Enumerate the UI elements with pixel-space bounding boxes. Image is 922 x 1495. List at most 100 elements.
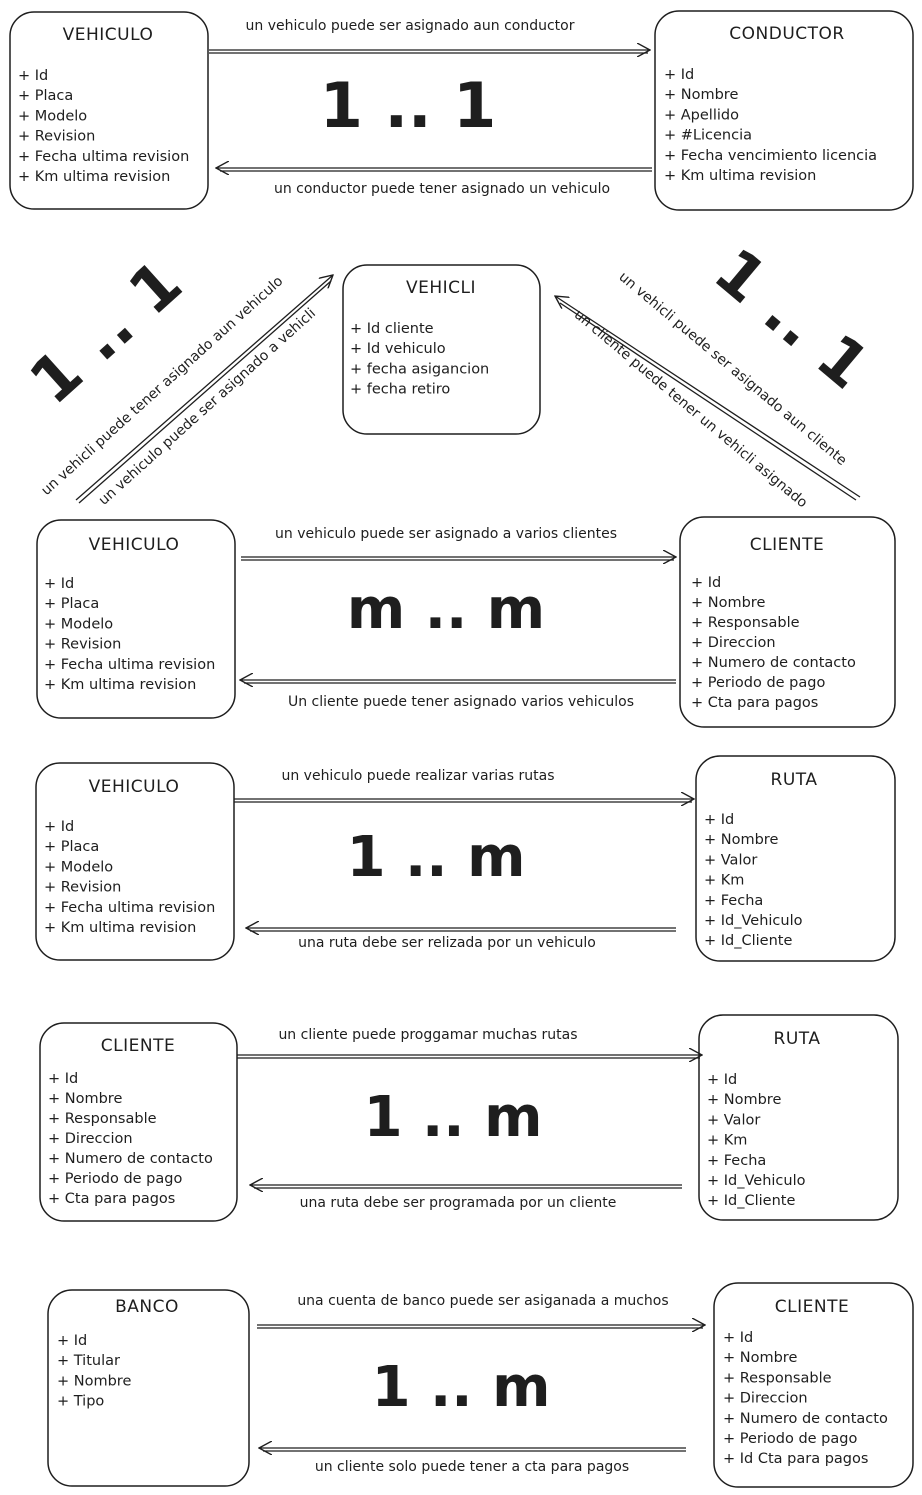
- entity-box-vehiculo-1: [9, 11, 209, 210]
- conductor-field: + Km ultima revision: [664, 168, 816, 184]
- vehicli-fields: + Id cliente + Id vehiculo + fecha asiganc…: [350, 321, 489, 398]
- ruta-3-fields: + Id + Nombre + Valor + Km + Fecha + Id_Vehic…: [704, 812, 803, 949]
- r1-top-label: un vehiculo puede ser asignado aun condu…: [246, 18, 575, 34]
- entity-box-vehicli: [342, 264, 541, 435]
- conductor-field: + Apellido: [664, 107, 739, 123]
- cliente-2-fields: + Id + Nombre + Responsable + Direccion + Nu…: [691, 575, 856, 711]
- banco-title: BANCO: [115, 1297, 179, 1317]
- vehiculo-2-title: VEHICULO: [89, 535, 180, 555]
- vehiculo-1-field: + Modelo: [18, 108, 87, 124]
- vehiculo-3-title: VEHICULO: [89, 777, 180, 797]
- cliente-4-field: + Responsable: [48, 1111, 157, 1127]
- arrow-left-diagonal-dup: [78, 280, 332, 504]
- banco-fields: + Id + Titular + Nombre + Tipo: [57, 1333, 131, 1410]
- vehiculo-1-fields: + Id + Placa + Modelo + Revision + Fecha ult…: [18, 68, 189, 185]
- ruta-4-field: + Km: [707, 1133, 747, 1149]
- vehiculo-2-field: + Revision: [44, 637, 121, 653]
- r5-top-label: una cuenta de banco puede ser asiganada …: [297, 1293, 668, 1309]
- conductor-field: + #Licencia: [664, 128, 752, 144]
- ruta-4-field: + Id_Vehiculo: [707, 1173, 806, 1189]
- entity-box-ruta-4: [698, 1014, 899, 1221]
- cliente-2-title: CLIENTE: [750, 535, 824, 555]
- vehiculo-2-field: + Fecha ultima revision: [44, 657, 215, 673]
- conductor-field: + Fecha vencimiento licencia: [664, 148, 877, 164]
- r4-top-label: un cliente puede proggamar muchas rutas: [278, 1027, 577, 1043]
- vehiculo-1-title: VEHICULO: [63, 25, 154, 45]
- cliente-4-field: + Nombre: [48, 1091, 122, 1107]
- vehiculo-3-field: + Km ultima revision: [44, 920, 196, 936]
- vehiculo-1-field: + Fecha ultima revision: [18, 149, 189, 165]
- r-right-cardinality: 1 .. 1: [701, 234, 883, 403]
- vehiculo-3-field: + Placa: [44, 839, 99, 855]
- r-left-cardinality: 1 .. 1: [16, 246, 196, 418]
- entity-box-cliente-5: [713, 1282, 914, 1488]
- entity-box-banco: [47, 1289, 250, 1487]
- ruta-4-field: + Valor: [707, 1112, 760, 1128]
- r4-cardinality: 1 .. m: [364, 1085, 543, 1150]
- cliente-4-field: + Direccion: [48, 1131, 133, 1147]
- cliente-2-field: + Id: [691, 575, 721, 591]
- cliente-5-field: + Id Cta para pagos: [723, 1451, 868, 1467]
- entity-box-cliente-4: [39, 1022, 238, 1222]
- cliente-5-field: + Responsable: [723, 1370, 832, 1386]
- cliente-5-field: + Nombre: [723, 1350, 797, 1366]
- ruta-4-fields: + Id + Nombre + Valor + Km + Fecha + Id_Vehic…: [707, 1072, 806, 1209]
- entity-box-conductor: [654, 10, 914, 211]
- banco-field: + Nombre: [57, 1373, 131, 1389]
- r2-cardinality: m .. m: [347, 577, 545, 642]
- banco-field: + Titular: [57, 1353, 120, 1369]
- entity-box-vehiculo-3: [35, 762, 235, 961]
- cliente-2-field: + Numero de contacto: [691, 655, 856, 671]
- conductor-field: + Nombre: [664, 87, 738, 103]
- entity-box-cliente-2: [679, 516, 896, 728]
- cliente-2-field: + Direccion: [691, 635, 776, 651]
- vehiculo-3-field: + Revision: [44, 880, 121, 896]
- ruta-4-field: + Id_Cliente: [707, 1193, 795, 1209]
- vehiculo-2-field: + Km ultima revision: [44, 677, 196, 693]
- vehicli-field: + fecha retiro: [350, 382, 450, 398]
- vehicli-field: + Id cliente: [350, 321, 434, 337]
- ruta-3-field: + Id: [704, 812, 734, 828]
- cliente-5-field: + Numero de contacto: [723, 1411, 888, 1427]
- r5-cardinality: 1 .. m: [372, 1355, 551, 1420]
- ruta-3-field: + Fecha: [704, 893, 763, 909]
- entity-box-vehiculo-2: [36, 519, 236, 719]
- cliente-4-fields: + Id + Nombre + Responsable + Direccion + Nu…: [48, 1071, 213, 1207]
- banco-field: + Id: [57, 1333, 87, 1349]
- vehiculo-1-field: + Id: [18, 68, 48, 84]
- vehiculo-3-field: + Modelo: [44, 859, 113, 875]
- vehicli-field: + fecha asigancion: [350, 361, 489, 377]
- r2-bottom-label: Un cliente puede tener asignado varios v…: [288, 694, 634, 710]
- vehiculo-3-field: + Id: [44, 819, 74, 835]
- conductor-title: CONDUCTOR: [729, 24, 844, 44]
- vehiculo-1-field: + Placa: [18, 88, 73, 104]
- vehiculo-1-field: + Revision: [18, 129, 95, 145]
- r3-bottom-label: una ruta debe ser relizada por un vehicu…: [298, 935, 596, 951]
- entity-box-ruta-3: [695, 755, 896, 962]
- ruta-3-field: + Id_Cliente: [704, 933, 792, 949]
- ruta-4-field: + Fecha: [707, 1153, 766, 1169]
- banco-field: + Tipo: [57, 1394, 104, 1410]
- vehicli-title: VEHICLI: [406, 278, 476, 298]
- r3-cardinality: 1 .. m: [347, 825, 526, 890]
- cliente-5-title: CLIENTE: [775, 1297, 849, 1317]
- cliente-5-field: + Periodo de pago: [723, 1431, 857, 1447]
- r1-bottom-label: un conductor puede tener asignado un veh…: [274, 181, 610, 197]
- cliente-4-field: + Numero de contacto: [48, 1151, 213, 1167]
- vehiculo-3-field: + Fecha ultima revision: [44, 900, 215, 916]
- cliente-4-field: + Id: [48, 1071, 78, 1087]
- cliente-5-field: + Direccion: [723, 1391, 808, 1407]
- cliente-2-field: + Periodo de pago: [691, 675, 825, 691]
- r1-cardinality: 1 .. 1: [320, 69, 497, 142]
- vehiculo-2-fields: + Id + Placa + Modelo + Revision + Fecha ult…: [44, 576, 215, 693]
- cliente-4-field: + Periodo de pago: [48, 1171, 182, 1187]
- conductor-fields: + Id + Nombre + Apellido + #Licencia + Fecha…: [664, 67, 877, 184]
- r5-bottom-label: un cliente solo puede tener a cta para p…: [315, 1459, 629, 1475]
- r4-bottom-label: una ruta debe ser programada por un clie…: [300, 1195, 617, 1211]
- vehiculo-3-fields: + Id + Placa + Modelo + Revision + Fecha ult…: [44, 819, 215, 936]
- ruta-3-title: RUTA: [771, 770, 818, 790]
- vehicli-field: + Id vehiculo: [350, 341, 446, 357]
- vehiculo-2-field: + Modelo: [44, 616, 113, 632]
- r3-top-label: un vehiculo puede realizar varias rutas: [281, 768, 554, 784]
